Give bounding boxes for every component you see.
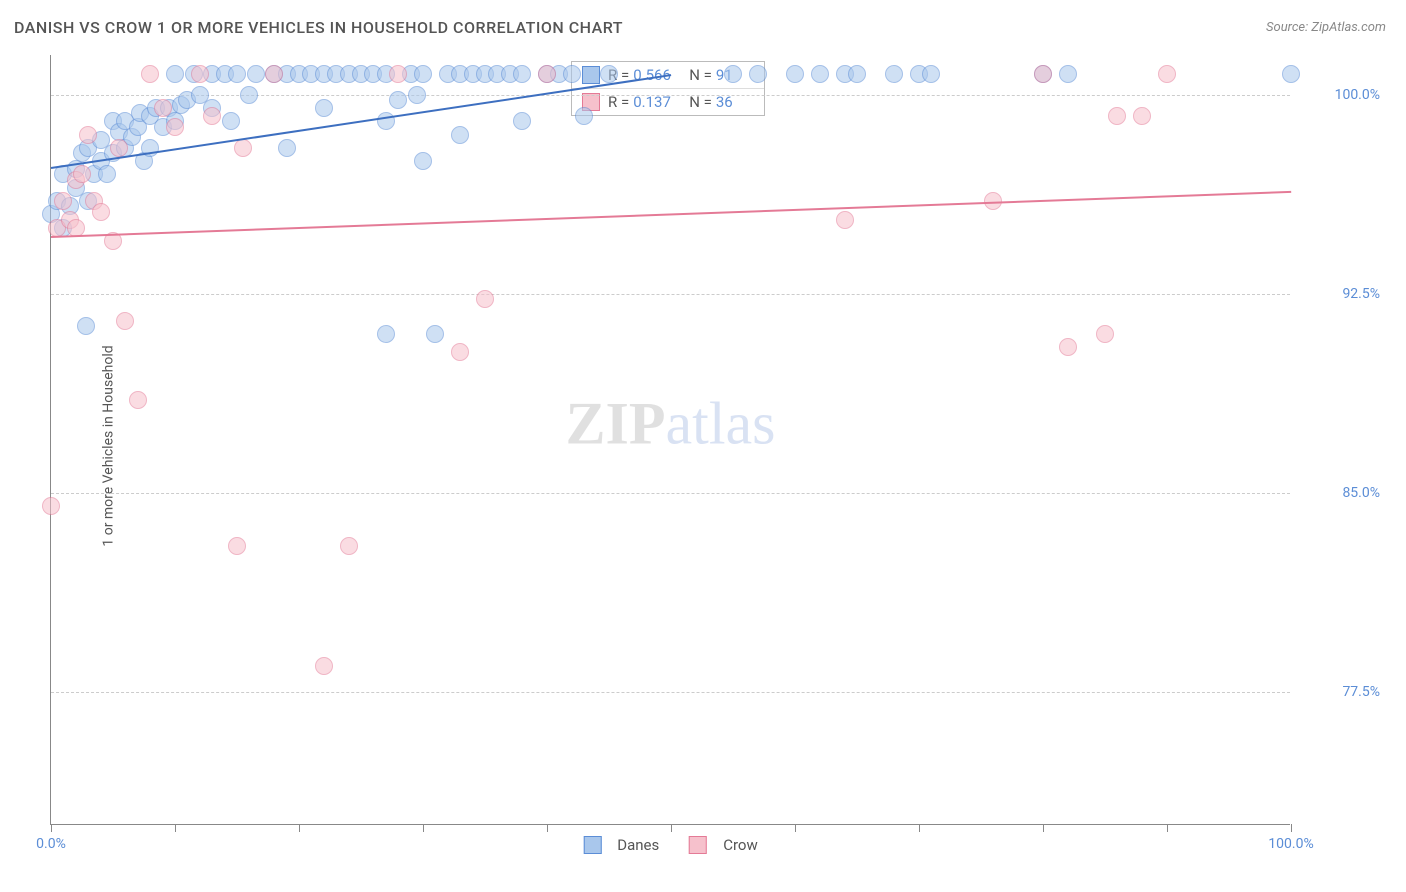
data-point: [228, 537, 246, 555]
stats-row: R =0.137N =36: [572, 88, 764, 115]
data-point: [203, 107, 221, 125]
legend-label: Crow: [723, 836, 758, 854]
data-point: [77, 317, 95, 335]
data-point: [315, 657, 333, 675]
data-point: [1158, 65, 1176, 83]
data-point: [451, 343, 469, 361]
gridline: [51, 95, 1290, 96]
x-tick-label: 0.0%: [36, 836, 66, 852]
data-point: [166, 118, 184, 136]
data-point: [234, 139, 252, 157]
y-tick-label: 85.0%: [1300, 485, 1380, 501]
data-point: [885, 65, 903, 83]
data-point: [222, 112, 240, 130]
data-point: [265, 65, 283, 83]
x-tick: [671, 824, 672, 832]
legend-label: Danes: [617, 836, 659, 854]
x-tick: [919, 824, 920, 832]
data-point: [513, 112, 531, 130]
gridline: [51, 493, 1290, 494]
y-tick-label: 77.5%: [1300, 684, 1380, 700]
data-point: [389, 65, 407, 83]
data-point: [1282, 65, 1300, 83]
data-point: [811, 65, 829, 83]
data-point: [247, 65, 265, 83]
y-tick-label: 92.5%: [1300, 286, 1380, 302]
legend: Danes Crow: [583, 836, 758, 854]
data-point: [116, 312, 134, 330]
data-point: [786, 65, 804, 83]
data-point: [154, 99, 172, 117]
data-point: [228, 65, 246, 83]
data-point: [513, 65, 531, 83]
x-tick: [1167, 824, 1168, 832]
data-point: [54, 192, 72, 210]
legend-item: Danes: [583, 836, 659, 854]
chart-container: DANISH VS CROW 1 OR MORE VEHICLES IN HOU…: [0, 0, 1406, 892]
x-tick: [299, 824, 300, 832]
data-point: [749, 65, 767, 83]
data-point: [191, 65, 209, 83]
x-tick: [547, 824, 548, 832]
data-point: [414, 65, 432, 83]
data-point: [922, 65, 940, 83]
data-point: [538, 65, 556, 83]
data-point: [1133, 107, 1151, 125]
data-point: [1108, 107, 1126, 125]
data-point: [98, 165, 116, 183]
data-point: [414, 152, 432, 170]
data-point: [848, 65, 866, 83]
x-tick: [423, 824, 424, 832]
y-tick-label: 100.0%: [1300, 87, 1380, 103]
chart-title: DANISH VS CROW 1 OR MORE VEHICLES IN HOU…: [14, 18, 623, 37]
data-point: [166, 65, 184, 83]
data-point: [278, 139, 296, 157]
data-point: [408, 86, 426, 104]
legend-swatch: [583, 836, 601, 854]
x-tick-label: 100.0%: [1268, 836, 1313, 852]
legend-item: Crow: [689, 836, 758, 854]
data-point: [1034, 65, 1052, 83]
x-tick: [51, 824, 52, 832]
data-point: [1096, 325, 1114, 343]
x-tick: [1291, 824, 1292, 832]
data-point: [836, 211, 854, 229]
gridline: [51, 294, 1290, 295]
x-tick: [1043, 824, 1044, 832]
data-point: [575, 107, 593, 125]
data-point: [600, 65, 618, 83]
x-tick: [175, 824, 176, 832]
gridline: [51, 692, 1290, 693]
data-point: [110, 139, 128, 157]
data-point: [1059, 338, 1077, 356]
stat-key: N =: [689, 66, 712, 84]
series-swatch: [582, 66, 600, 84]
data-point: [389, 91, 407, 109]
data-point: [79, 126, 97, 144]
data-point: [563, 65, 581, 83]
data-point: [476, 290, 494, 308]
data-point: [340, 537, 358, 555]
data-point: [426, 325, 444, 343]
data-point: [377, 325, 395, 343]
data-point: [42, 497, 60, 515]
data-point: [73, 165, 91, 183]
trend-line: [51, 190, 1291, 237]
plot-area: ZIPatlas R =0.566N =91R =0.137N =36 Dane…: [50, 55, 1290, 825]
x-tick: [795, 824, 796, 832]
watermark: ZIPatlas: [566, 390, 776, 459]
data-point: [141, 65, 159, 83]
data-point: [315, 99, 333, 117]
data-point: [1059, 65, 1077, 83]
source-label: Source: ZipAtlas.com: [1266, 20, 1386, 35]
data-point: [240, 86, 258, 104]
data-point: [451, 126, 469, 144]
legend-swatch: [689, 836, 707, 854]
data-point: [724, 65, 742, 83]
data-point: [129, 391, 147, 409]
data-point: [92, 203, 110, 221]
